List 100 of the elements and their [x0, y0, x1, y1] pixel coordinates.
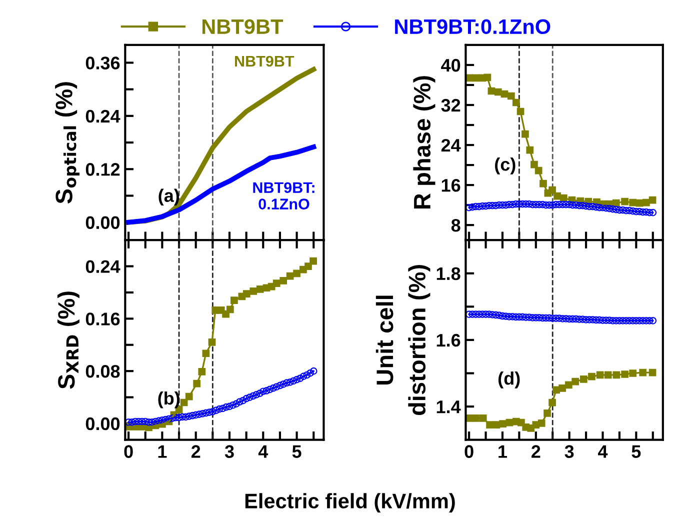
x-tick-label: 0 — [464, 445, 474, 458]
point — [488, 310, 496, 318]
point — [629, 207, 637, 215]
series-label: NBT9BT — [235, 56, 294, 67]
point — [528, 200, 536, 208]
point — [505, 200, 513, 208]
point — [216, 405, 224, 413]
y-axis-title: S$_{optical}$ (%) — [55, 82, 80, 204]
point — [646, 208, 654, 216]
series-label: NBT9BT: 0.1ZnO — [253, 182, 314, 210]
point — [582, 202, 590, 210]
y-axis-title: Unit cell distortion (%) — [376, 265, 430, 416]
point — [310, 367, 318, 375]
point — [589, 202, 596, 210]
point — [192, 411, 200, 419]
x-tick-label: 1 — [158, 445, 167, 458]
point — [283, 379, 290, 387]
y-tick-label: 0.00 — [86, 417, 120, 430]
point — [202, 409, 210, 417]
point — [175, 414, 183, 422]
point — [592, 316, 600, 324]
x-tick-label: 5 — [292, 445, 302, 458]
y-tick-label: 1.8 — [436, 267, 460, 280]
x-tick-label: 0 — [124, 445, 133, 458]
point — [526, 200, 533, 208]
point — [576, 316, 584, 323]
point — [552, 200, 560, 208]
point — [188, 412, 196, 420]
point — [498, 201, 506, 209]
point — [516, 200, 523, 208]
point — [579, 202, 586, 210]
point — [616, 316, 624, 324]
point — [536, 200, 543, 208]
point — [468, 310, 476, 318]
point — [296, 374, 304, 382]
point — [239, 396, 247, 404]
point — [508, 312, 516, 320]
y-tick-label: 32 — [441, 98, 460, 112]
point — [502, 312, 510, 320]
point — [252, 390, 260, 398]
point — [629, 316, 637, 324]
y-tick-label: 1.6 — [436, 334, 460, 347]
point — [609, 205, 616, 213]
point — [532, 314, 540, 322]
annotation: (b) — [158, 391, 180, 408]
point — [599, 204, 606, 212]
point — [152, 418, 160, 426]
point — [482, 310, 490, 318]
point — [626, 206, 634, 214]
point — [276, 382, 284, 390]
y-tick-label: 0.24 — [86, 260, 120, 273]
point — [142, 418, 150, 426]
point — [293, 376, 300, 384]
point — [626, 316, 634, 324]
point — [185, 412, 193, 420]
point — [198, 410, 206, 418]
x-tick-label: 2 — [191, 445, 200, 458]
point — [196, 410, 203, 418]
point — [492, 202, 500, 210]
point — [632, 316, 640, 324]
point — [498, 312, 506, 320]
point — [472, 310, 480, 318]
y-tick-label: 0.00 — [86, 216, 120, 230]
point — [632, 208, 640, 216]
point — [270, 384, 277, 392]
point — [466, 310, 473, 318]
point — [536, 314, 543, 322]
point — [495, 201, 503, 209]
point — [646, 316, 654, 324]
point — [162, 416, 170, 424]
point — [606, 316, 614, 324]
point — [579, 316, 586, 323]
point — [226, 402, 234, 410]
point — [518, 313, 526, 321]
point — [619, 316, 626, 324]
point — [182, 413, 190, 421]
y-tick-label: 16 — [442, 178, 460, 192]
point — [178, 413, 186, 421]
point — [158, 416, 166, 424]
point — [266, 386, 274, 394]
point — [475, 202, 483, 210]
y-tick-label: 0.16 — [86, 312, 120, 326]
legend-label: NBT9BT — [202, 19, 284, 34]
x-axis-title: Electric field (kV/mm) — [245, 493, 455, 513]
point — [219, 404, 226, 412]
point — [155, 417, 163, 425]
point — [558, 200, 566, 208]
point — [259, 388, 267, 396]
point — [475, 310, 483, 318]
point — [290, 377, 298, 385]
point — [168, 414, 176, 422]
point — [596, 204, 604, 212]
point — [596, 316, 604, 324]
point — [562, 314, 570, 322]
point — [576, 202, 584, 210]
point — [592, 203, 600, 211]
point — [148, 418, 156, 426]
point — [546, 314, 553, 322]
point — [556, 314, 563, 322]
point — [538, 314, 546, 322]
